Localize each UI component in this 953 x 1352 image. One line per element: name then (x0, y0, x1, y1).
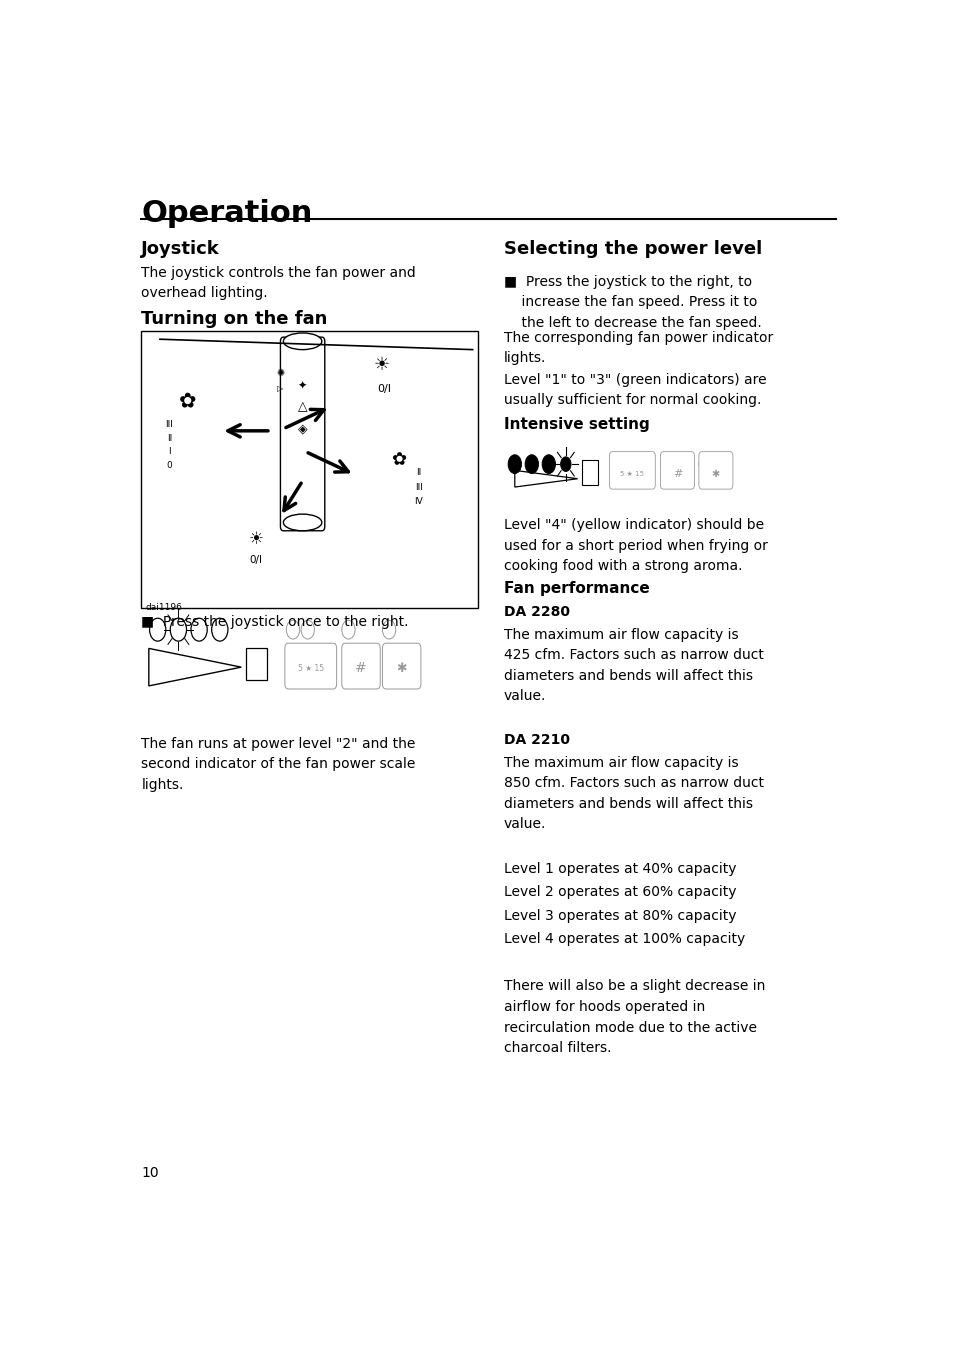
FancyBboxPatch shape (141, 331, 477, 608)
Circle shape (150, 618, 166, 641)
Text: ▷: ▷ (277, 384, 283, 392)
Text: ◈: ◈ (297, 422, 307, 435)
Text: ✱: ✱ (396, 661, 407, 675)
FancyBboxPatch shape (659, 452, 694, 489)
Text: Intensive setting: Intensive setting (503, 418, 649, 433)
Text: 0/I: 0/I (376, 384, 391, 395)
Circle shape (659, 456, 672, 472)
Circle shape (191, 618, 207, 641)
Circle shape (541, 454, 555, 473)
Text: ☀: ☀ (249, 530, 263, 548)
Text: ✿: ✿ (391, 452, 406, 469)
Text: Selecting the power level: Selecting the power level (503, 241, 761, 258)
Circle shape (508, 454, 521, 473)
FancyBboxPatch shape (382, 644, 420, 690)
Text: #: # (672, 469, 681, 479)
Text: DA 2210: DA 2210 (503, 733, 569, 746)
Text: △: △ (297, 400, 307, 414)
Circle shape (560, 457, 571, 472)
Text: DA 2280: DA 2280 (503, 604, 569, 619)
Text: ✿: ✿ (179, 392, 196, 411)
Text: Fan performance: Fan performance (503, 581, 649, 596)
Text: ✱: ✱ (711, 469, 720, 479)
FancyBboxPatch shape (285, 644, 336, 690)
Text: Joystick: Joystick (141, 241, 220, 258)
Circle shape (623, 456, 635, 472)
Text: ✺: ✺ (276, 368, 284, 377)
Text: III: III (415, 483, 422, 492)
FancyBboxPatch shape (341, 644, 380, 690)
Text: The maximum air flow capacity is
850 cfm. Factors such as narrow duct
diameters : The maximum air flow capacity is 850 cfm… (503, 756, 763, 831)
Text: 0/I: 0/I (250, 554, 262, 565)
Text: The maximum air flow capacity is
425 cfm. Factors such as narrow duct
diameters : The maximum air flow capacity is 425 cfm… (503, 627, 762, 703)
FancyBboxPatch shape (699, 452, 732, 489)
Text: The fan runs at power level "2" and the
second indicator of the fan power scale
: The fan runs at power level "2" and the … (141, 737, 416, 792)
Text: 5 ★ 15: 5 ★ 15 (297, 664, 323, 673)
Text: ✦: ✦ (297, 381, 307, 391)
Circle shape (212, 618, 228, 641)
FancyBboxPatch shape (581, 460, 598, 485)
Text: III: III (166, 420, 173, 429)
Text: IV: IV (414, 498, 422, 506)
Text: #: # (355, 661, 367, 675)
Circle shape (699, 456, 710, 472)
Text: dai1196: dai1196 (145, 603, 182, 611)
Ellipse shape (283, 333, 321, 350)
Text: 10: 10 (141, 1167, 159, 1180)
Text: There will also be a slight decrease in
airflow for hoods operated in
recirculat: There will also be a slight decrease in … (503, 979, 764, 1056)
Circle shape (382, 621, 395, 639)
Text: ■  Press the joystick once to the right.: ■ Press the joystick once to the right. (141, 615, 409, 629)
Text: Level "1" to "3" (green indicators) are
usually sufficient for normal cooking.: Level "1" to "3" (green indicators) are … (503, 373, 765, 407)
Text: ■  Press the joystick to the right, to
    increase the fan speed. Press it to
 : ■ Press the joystick to the right, to in… (503, 274, 760, 330)
Text: The corresponding fan power indicator
lights.: The corresponding fan power indicator li… (503, 331, 772, 365)
FancyBboxPatch shape (246, 649, 267, 680)
Circle shape (610, 456, 621, 472)
Circle shape (301, 621, 314, 639)
Text: II: II (416, 468, 421, 477)
Text: ☀: ☀ (374, 356, 390, 375)
Text: Operation: Operation (141, 199, 313, 227)
Circle shape (524, 454, 537, 473)
Text: 5 ★ 15: 5 ★ 15 (619, 470, 643, 476)
Text: 0: 0 (167, 461, 172, 469)
Text: II: II (167, 434, 172, 442)
Text: Level 1 operates at 40% capacity
Level 2 operates at 60% capacity
Level 3 operat: Level 1 operates at 40% capacity Level 2… (503, 861, 744, 946)
Text: The joystick controls the fan power and
overhead lighting.: The joystick controls the fan power and … (141, 266, 416, 300)
Text: Turning on the fan: Turning on the fan (141, 310, 328, 329)
Ellipse shape (283, 514, 321, 531)
Circle shape (170, 618, 187, 641)
Circle shape (286, 621, 299, 639)
Circle shape (341, 621, 355, 639)
Text: Level "4" (yellow indicator) should be
used for a short period when frying or
co: Level "4" (yellow indicator) should be u… (503, 518, 767, 573)
FancyBboxPatch shape (609, 452, 655, 489)
FancyBboxPatch shape (280, 337, 324, 531)
Text: I: I (168, 448, 171, 456)
